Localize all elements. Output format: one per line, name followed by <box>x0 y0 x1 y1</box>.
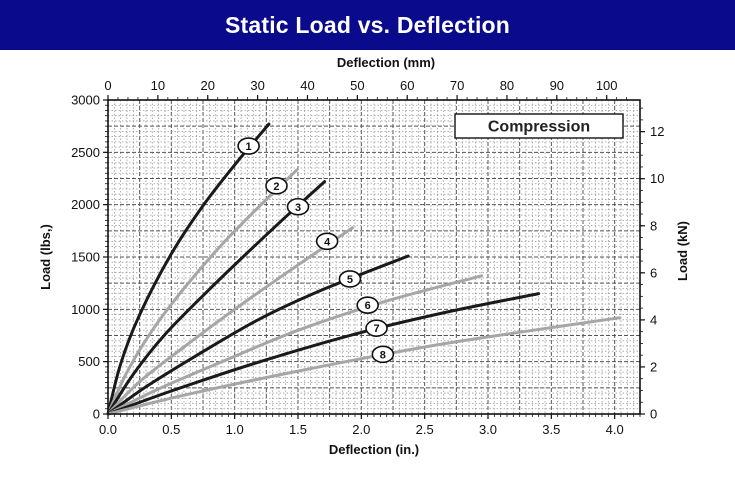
curve-label-4: 4 <box>315 232 339 251</box>
x2-tick-label: 90 <box>550 78 564 93</box>
x-tick-label: 2.0 <box>352 422 370 437</box>
y-tick-label: 1000 <box>71 302 100 317</box>
y2-tick-label: 0 <box>650 407 657 422</box>
x2-tick-label: 40 <box>300 78 314 93</box>
x-tick-label: 2.5 <box>416 422 434 437</box>
legend-box: Compression <box>454 113 624 139</box>
y-tick-label: 1500 <box>71 250 100 265</box>
x2-tick-label: 20 <box>201 78 215 93</box>
x-tick-label: 3.5 <box>542 422 560 437</box>
curve-label-number: 3 <box>295 202 301 214</box>
y2-tick-label: 2 <box>650 359 657 374</box>
x-tick-label: 1.0 <box>226 422 244 437</box>
grid <box>108 100 640 414</box>
x-tick-label: 0.0 <box>99 422 117 437</box>
y2-tick-label: 10 <box>650 171 664 186</box>
curve-label-number: 7 <box>373 323 379 335</box>
curve-6 <box>106 274 484 416</box>
axes: 0.0 0.5 1.0 1.5 2.0 2.5 3.0 3.5 4.00 10 20 30 40 50 60… <box>71 78 664 437</box>
curves <box>106 122 622 416</box>
x2-tick-label: 0 <box>104 78 111 93</box>
curve-label-number: 6 <box>365 300 371 312</box>
y2-tick-label: 8 <box>650 218 657 233</box>
y-tick-label: 0 <box>93 407 100 422</box>
y2-tick-label: 6 <box>650 265 657 280</box>
x2-tick-label: 30 <box>250 78 264 93</box>
title-banner: Static Load vs. Deflection <box>0 0 735 50</box>
y2-axis-title: Load (kN) <box>675 221 690 281</box>
curve-label-number: 1 <box>246 141 252 153</box>
curve-label-3: 3 <box>286 197 310 216</box>
curve-1 <box>106 122 271 416</box>
curve-label-number: 8 <box>380 349 386 361</box>
x2-tick-label: 60 <box>400 78 414 93</box>
curve-3 <box>106 180 327 416</box>
x-tick-label: 3.0 <box>479 422 497 437</box>
curve-label-circle <box>356 296 379 314</box>
x-tick-label: 4.0 <box>606 422 624 437</box>
x2-tick-label: 80 <box>500 78 514 93</box>
banner-title: Static Load vs. Deflection <box>224 11 511 38</box>
y2-tick-label: 4 <box>650 312 657 327</box>
curve-label-circle <box>315 232 339 251</box>
x2-tick-label: 50 <box>350 78 364 93</box>
curve-7 <box>106 292 541 416</box>
y-tick-label: 3000 <box>71 93 100 108</box>
curve-label-circle <box>365 319 388 337</box>
x2-tick-label: 70 <box>450 78 464 93</box>
curve-label-2: 2 <box>265 177 288 195</box>
curve-4 <box>106 226 354 416</box>
curve-label-circle <box>265 177 288 195</box>
y-tick-label: 500 <box>78 354 100 369</box>
legend-rect <box>454 113 624 139</box>
curve-label-1: 1 <box>237 137 260 155</box>
x-axis-title: Deflection (in.) <box>329 442 419 457</box>
curve-label-circle <box>237 137 260 155</box>
curve-label-7: 7 <box>365 319 388 337</box>
x-tick-label: 0.5 <box>162 422 180 437</box>
curve-label-circle <box>338 270 362 288</box>
x-tick-label: 1.5 <box>289 422 307 437</box>
curve-label-8: 8 <box>371 345 395 364</box>
curve-8 <box>106 316 622 416</box>
x2-tick-label: 10 <box>151 78 165 93</box>
legend-text: Compression <box>488 119 590 136</box>
curve-label-circle <box>371 345 395 364</box>
curve-label-circle <box>286 197 310 216</box>
curve-label-number: 2 <box>273 181 279 193</box>
y-tick-label: 2000 <box>71 197 100 212</box>
curve-label-number: 4 <box>324 236 331 248</box>
x2-axis-title: Deflection (mm) <box>337 55 435 70</box>
y-tick-label: 2500 <box>71 145 100 160</box>
curve-label-number: 5 <box>347 274 353 286</box>
curve-label-6: 6 <box>356 296 379 314</box>
y2-tick-label: 12 <box>650 124 664 139</box>
curve-labels: 1 2 3 4 5 67 8 <box>237 137 395 364</box>
y-axis-title: Load (lbs,) <box>38 224 53 290</box>
x2-tick-label: 100 <box>596 78 618 93</box>
curve-2 <box>106 168 299 416</box>
curve-label-5: 5 <box>338 270 362 288</box>
